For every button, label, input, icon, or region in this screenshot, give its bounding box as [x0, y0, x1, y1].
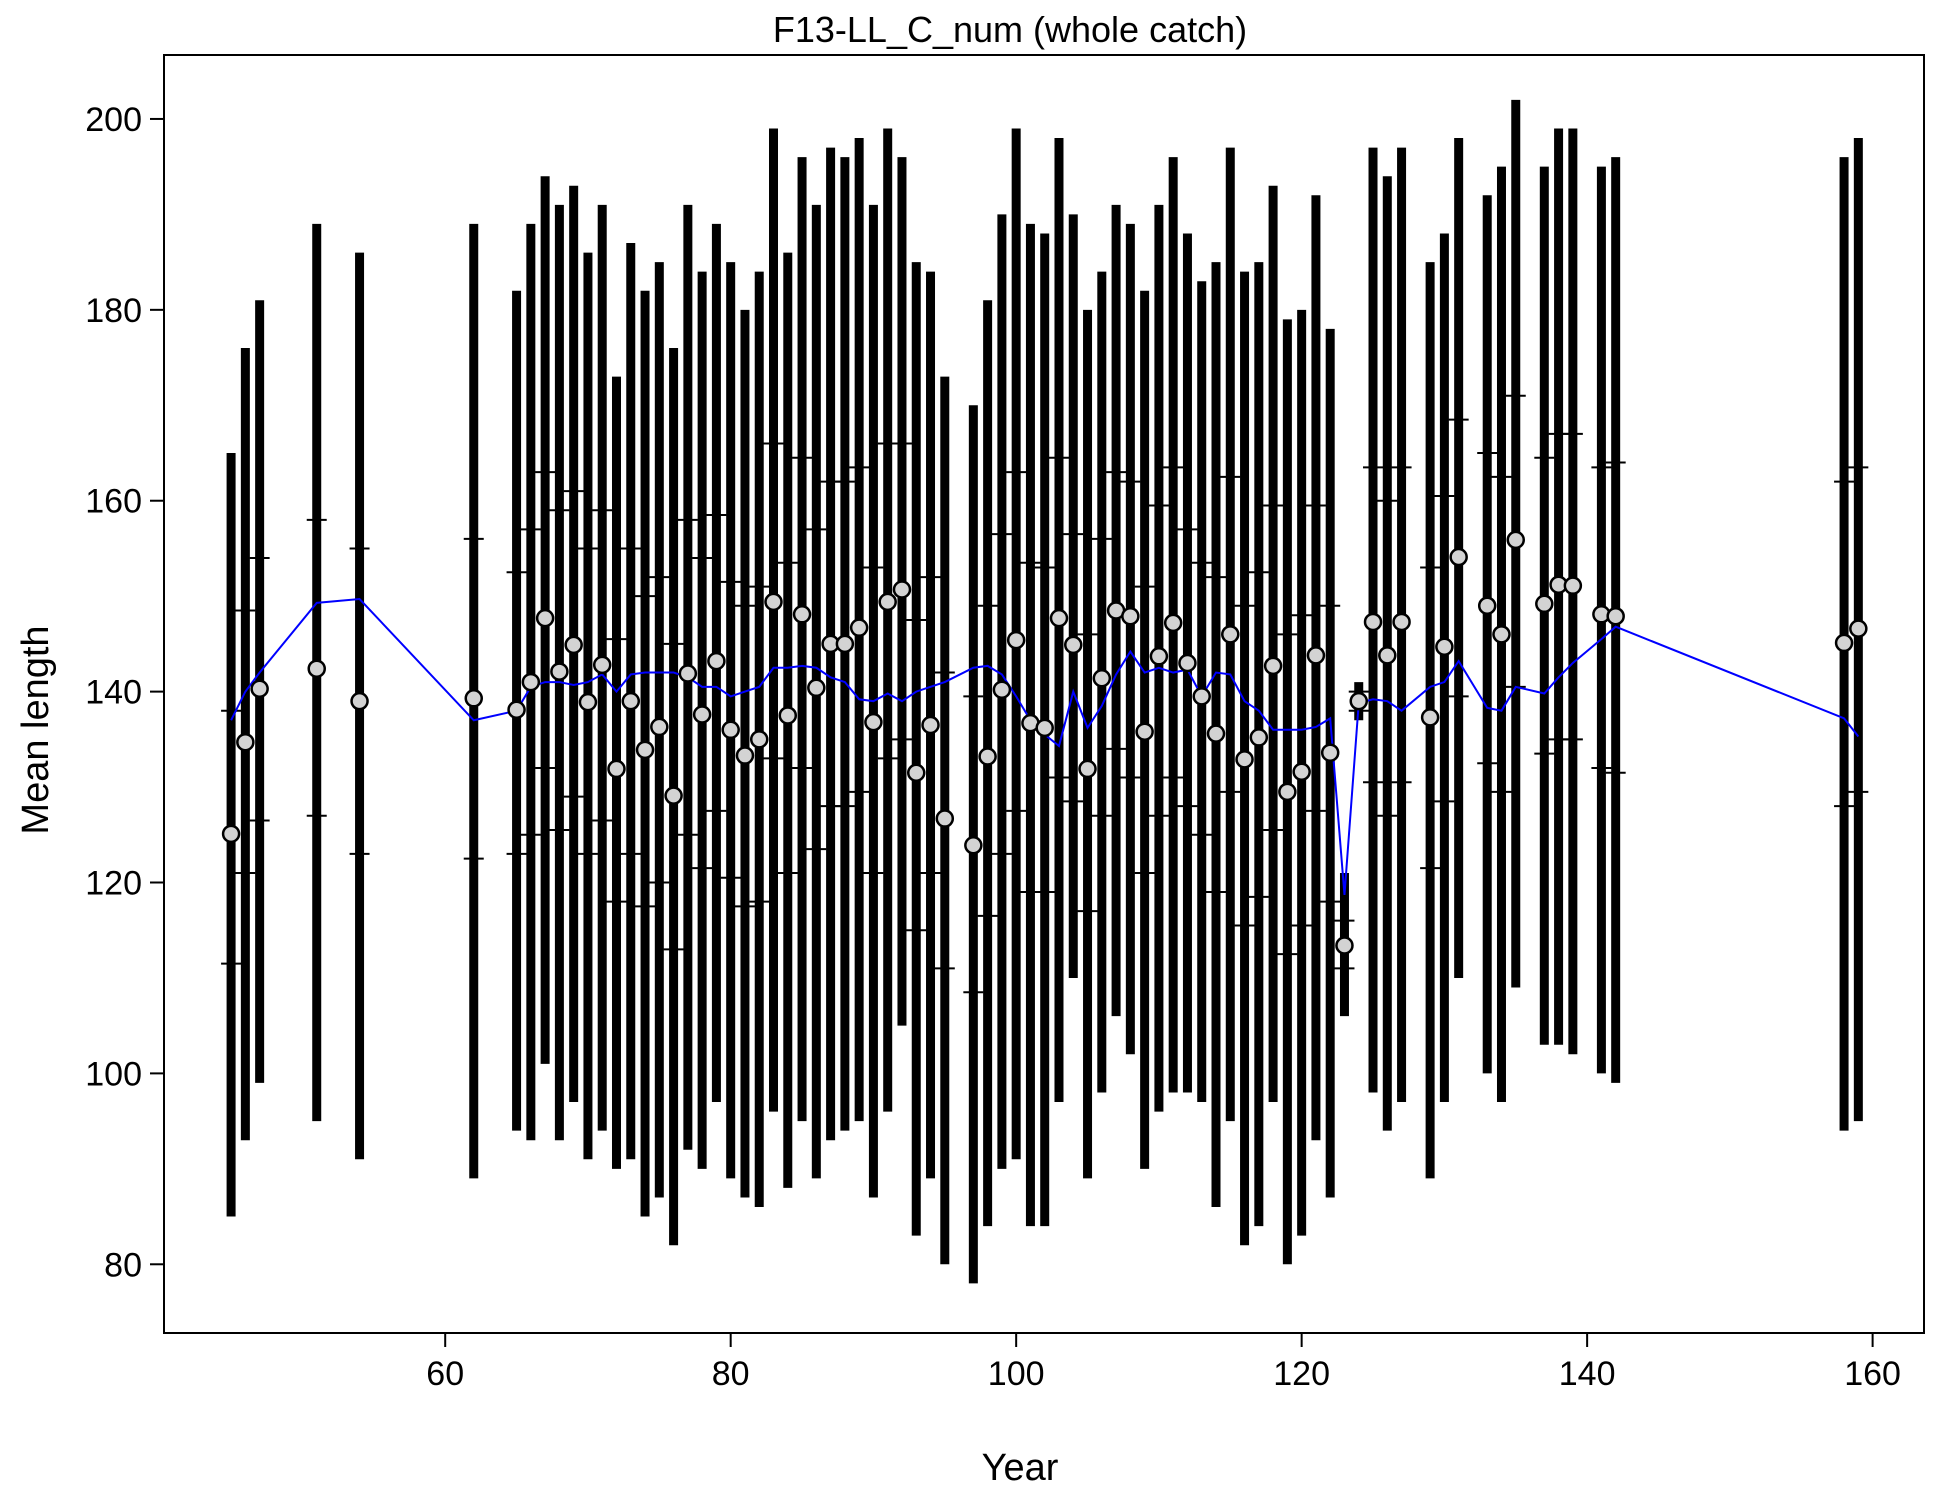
- observed-point: [1006, 630, 1026, 650]
- observed-point: [1834, 633, 1854, 653]
- x-axis-label: Year: [982, 1447, 1059, 1489]
- observed-point: [749, 730, 769, 749]
- observed-point: [1135, 722, 1154, 741]
- observed-point: [735, 746, 755, 765]
- y-axis-label: Mean length: [15, 625, 57, 834]
- observed-point: [1363, 612, 1383, 632]
- observed-point: [935, 809, 955, 828]
- observed-point: [892, 580, 912, 599]
- observed-point: [1292, 762, 1311, 782]
- observed-point: [592, 655, 612, 675]
- expected-line: [230, 597, 1860, 895]
- observed-point: [307, 659, 326, 678]
- observed-point: [835, 634, 855, 654]
- observed-point: [707, 651, 726, 671]
- observed-point: [764, 592, 783, 612]
- observed-point: [1420, 708, 1440, 727]
- observed-point: [1535, 594, 1554, 614]
- plot-frame: [163, 54, 1925, 1334]
- x-tick-label: 60: [426, 1355, 464, 1393]
- observed-point: [1320, 743, 1340, 762]
- observed-point: [1121, 606, 1140, 626]
- observed-point: [1163, 613, 1183, 633]
- x-tick-label: 160: [1844, 1355, 1901, 1393]
- observed-point: [1149, 647, 1169, 666]
- observed-point: [250, 679, 269, 699]
- observed-point: [578, 692, 598, 712]
- x-tick-label: 120: [1273, 1355, 1330, 1393]
- observed-point: [1178, 653, 1197, 673]
- observed-point: [992, 680, 1012, 699]
- observed-point: [1349, 691, 1368, 711]
- observed-point: [1035, 718, 1054, 738]
- observed-point: [1449, 547, 1468, 567]
- observed-point: [1306, 646, 1326, 665]
- observed-point: [921, 715, 940, 735]
- observed-point: [1378, 646, 1397, 665]
- observed-point: [721, 720, 740, 740]
- observed-point: [607, 759, 626, 779]
- observed-point: [1278, 782, 1297, 802]
- y-tick-label: 160: [85, 483, 142, 521]
- observed-point: [792, 605, 812, 624]
- observed-point: [221, 824, 241, 844]
- observed-point: [807, 678, 826, 698]
- y-tick-label: 200: [85, 101, 142, 139]
- observed-point: [535, 608, 555, 628]
- observed-point: [1206, 724, 1226, 743]
- observed-point: [1849, 619, 1868, 638]
- observed-point: [1049, 608, 1069, 628]
- observed-point: [507, 700, 526, 719]
- y-tick-label: 120: [85, 865, 142, 903]
- observed-point: [678, 664, 698, 683]
- observed-point: [1235, 750, 1254, 769]
- y-tick-label: 80: [104, 1246, 142, 1284]
- x-tick-label: 140: [1559, 1355, 1616, 1393]
- observed-point: [350, 691, 369, 711]
- observed-point: [1192, 687, 1211, 706]
- y-tick-label: 100: [85, 1055, 142, 1093]
- observed-point: [906, 763, 926, 782]
- y-tick-label: 180: [85, 292, 142, 330]
- observed-point: [1263, 656, 1283, 676]
- y-tick-label: 140: [85, 674, 142, 712]
- observed-point: [1249, 728, 1269, 747]
- observed-point: [978, 747, 997, 766]
- x-tick-label: 100: [988, 1355, 1045, 1393]
- observed-point: [878, 592, 897, 612]
- observed-point: [1092, 669, 1112, 688]
- observed-point: [650, 717, 669, 737]
- observed-point: [1563, 576, 1583, 595]
- observed-point: [236, 732, 255, 752]
- observed-point: [550, 662, 569, 681]
- observed-point: [864, 712, 883, 732]
- observed-point: [964, 836, 983, 855]
- observed-point: [1392, 612, 1411, 632]
- observed-point: [692, 705, 712, 724]
- observed-point: [464, 689, 483, 708]
- observed-point: [1506, 530, 1526, 550]
- observed-point: [621, 691, 641, 711]
- chart-title: F13-LL_C_num (whole catch): [773, 9, 1247, 50]
- observed-point: [664, 786, 683, 805]
- observed-point: [1477, 596, 1497, 615]
- observed-point: [849, 618, 869, 637]
- observed-point: [778, 706, 798, 725]
- observed-point: [521, 672, 541, 692]
- observed-point: [635, 740, 655, 760]
- observed-point: [1435, 637, 1454, 657]
- observed-point: [1064, 635, 1083, 655]
- observed-point: [1335, 936, 1354, 955]
- observed-point: [1078, 759, 1097, 779]
- observed-point: [564, 635, 583, 655]
- x-tick-label: 80: [712, 1355, 750, 1393]
- observed-point: [1221, 625, 1240, 644]
- observed-point: [1606, 606, 1625, 626]
- observed-point: [1492, 625, 1511, 644]
